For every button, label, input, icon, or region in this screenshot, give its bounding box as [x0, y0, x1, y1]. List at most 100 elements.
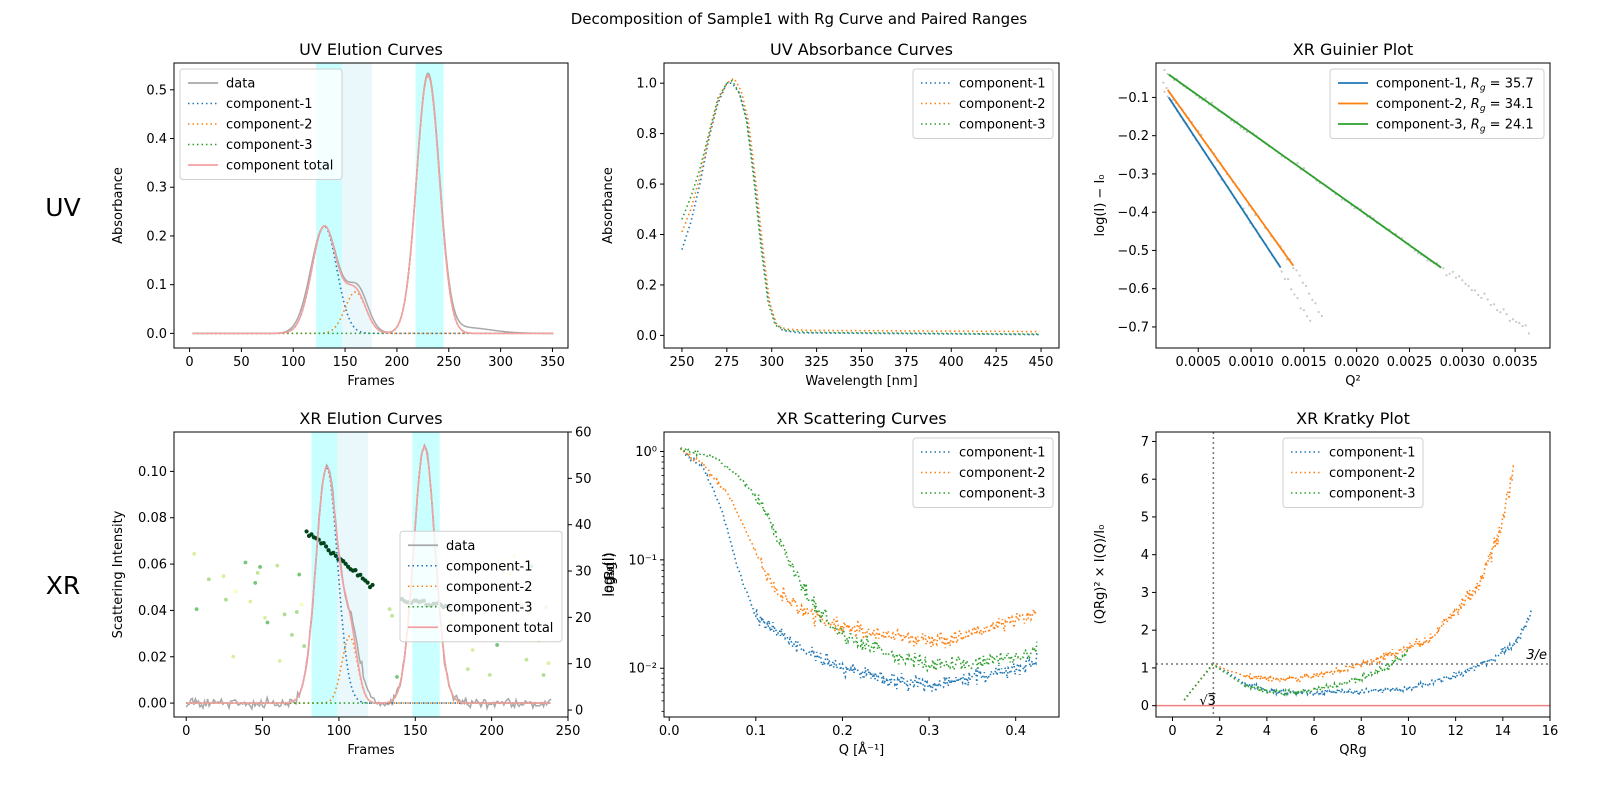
legend-rg-value: 35.7: [1505, 77, 1534, 92]
suptitle: Decomposition of Sample1 with Rg Curve a…: [571, 10, 1028, 28]
legend-prefix: component-2,: [1376, 97, 1471, 112]
guinier-fit-line: [1168, 73, 1442, 269]
axes-frame: [1155, 431, 1551, 718]
guinier-point: [1165, 86, 1168, 90]
legend-prefix: component-1,: [1376, 77, 1471, 92]
x-tick-label: 0.4: [1005, 724, 1026, 739]
x-tick-label: 200: [385, 355, 410, 370]
x-tick-label: 375: [894, 355, 919, 370]
x-tick-label: 0.0030: [1440, 355, 1486, 370]
rg-point: [221, 574, 226, 579]
legend-prefix: component-3,: [1376, 118, 1471, 133]
y2-tick-label: 20: [575, 611, 592, 626]
guinier-fit-line: [1167, 96, 1282, 269]
y-tick-label: 7: [1141, 435, 1149, 450]
series-line-component-1: [1183, 610, 1532, 701]
guinier-point: [1239, 126, 1242, 129]
guinier-point: [1298, 274, 1301, 277]
guinier-point: [1480, 296, 1483, 300]
y-axis-label: Scattering Intensity: [111, 510, 126, 638]
panel-title: UV Absorbance Curves: [770, 40, 953, 59]
panel-title: XR Kratky Plot: [1296, 409, 1410, 428]
guinier-point: [1299, 307, 1302, 310]
rg-point: [387, 607, 392, 612]
rg-point: [304, 529, 309, 534]
x-tick-label: 6: [1310, 724, 1318, 739]
x-tick-label: 10: [1400, 724, 1417, 739]
rg-point: [297, 572, 302, 577]
guinier-point: [1511, 318, 1515, 321]
guinier-point: [1505, 313, 1508, 316]
legend-rg-sub: g: [1480, 104, 1486, 114]
rg-point: [370, 582, 375, 588]
y-tick-label: 10⁻²: [628, 662, 657, 677]
x-tick-label: 200: [479, 724, 504, 739]
legend-entry: component-3: [226, 138, 313, 153]
guinier-point: [1502, 308, 1505, 311]
guinier-point: [1166, 95, 1169, 98]
rg-point: [289, 632, 294, 637]
guinier-point: [1302, 309, 1305, 312]
x-tick-label: 0.3: [919, 724, 940, 739]
guinier-point: [1467, 284, 1470, 288]
y2-tick-label: 0: [575, 704, 583, 719]
axes-frame: [663, 431, 1060, 718]
guinier-point: [1301, 281, 1304, 284]
x-tick-label: 0.2: [832, 724, 853, 739]
rg-point: [194, 607, 199, 611]
guinier-point: [1524, 324, 1527, 327]
guinier-point: [1295, 269, 1298, 272]
panel-title: XR Scattering Curves: [776, 409, 946, 428]
legend-entry: component-3: [1329, 487, 1416, 502]
series-line-component-total: [192, 74, 554, 335]
guinier-point: [1296, 296, 1299, 300]
x-tick-label: 300: [488, 355, 513, 370]
y2-tick-label: 60: [575, 426, 592, 441]
y-tick-label: 0.2: [146, 229, 167, 244]
rg-point: [321, 540, 326, 546]
y-tick-label: 0: [1141, 699, 1149, 714]
guinier-point: [1166, 72, 1169, 76]
x-tick-label: 250: [670, 355, 695, 370]
guinier-point: [1320, 314, 1323, 318]
y-tick-label: 0.04: [138, 604, 167, 619]
legend-rg-eq: =: [1486, 97, 1505, 112]
x-tick-label: 0: [182, 724, 190, 739]
row-label-xr: XR: [46, 571, 81, 600]
rg-point: [390, 613, 394, 618]
legend-entry: component-1: [1329, 446, 1416, 461]
rg-point: [253, 581, 258, 585]
y-tick-label: −0.5: [1117, 244, 1149, 259]
x-tick-label: 400: [939, 355, 964, 370]
y-tick-label: −0.4: [1117, 206, 1149, 221]
x-tick-label: 4: [1263, 724, 1271, 739]
legend-rg-sub: g: [1480, 84, 1486, 94]
legend-rg-value: 24.1: [1505, 118, 1534, 133]
guinier-point: [1496, 309, 1499, 312]
rg-point: [358, 572, 363, 577]
rg-point: [343, 561, 348, 566]
x-axis-label: Wavelength [nm]: [805, 374, 917, 389]
rg-point: [255, 571, 260, 575]
legend-entry: component-3: [959, 487, 1046, 502]
legend-entry: component-2: [226, 118, 313, 133]
legend: component-1 component-2 component-3: [1282, 437, 1424, 508]
plot-area-xr_kratky: [1156, 432, 1550, 717]
legend-box: [399, 530, 563, 643]
guinier-point: [1340, 198, 1344, 201]
rg-point: [541, 673, 546, 677]
legend: component-1 component-2 component-3: [912, 437, 1054, 508]
legend-rg-value: 34.1: [1505, 97, 1534, 112]
row-label-uv: UV: [45, 193, 80, 222]
rg-point: [275, 563, 280, 568]
guinier-point: [1489, 303, 1492, 307]
y-axis-label: Absorbance: [111, 167, 126, 244]
y-tick-label: 0.0: [146, 327, 167, 342]
x-tick-label: 8: [1357, 724, 1365, 739]
x-tick-label: 300: [759, 355, 784, 370]
guinier-point: [1499, 311, 1502, 314]
y2-axis-label-rg: Rg: [603, 562, 618, 579]
x-tick-label: 325: [804, 355, 829, 370]
y-tick-label: −0.6: [1117, 282, 1149, 297]
